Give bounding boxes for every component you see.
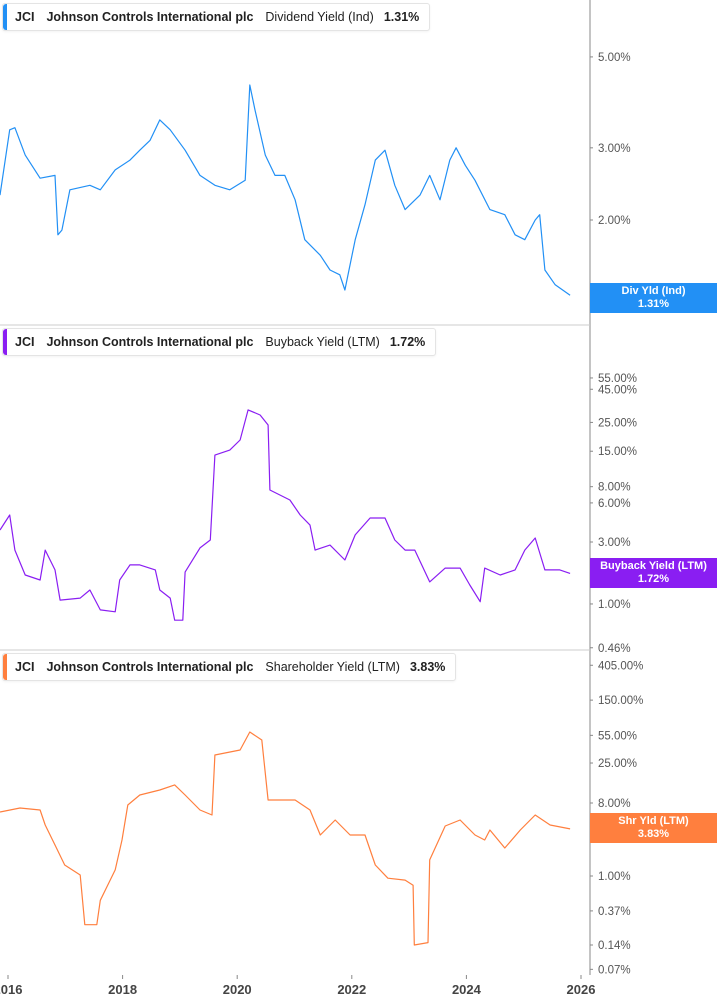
y-tick-label-shareholder: 0.14%	[598, 940, 631, 952]
ticker: JCI	[15, 335, 35, 349]
y-tick-label-shareholder: 1.00%	[598, 871, 631, 883]
y-tick-label-buyback: 1.00%	[598, 599, 631, 611]
x-tick-label: 2026	[567, 982, 596, 997]
metric-name: Shareholder Yield (LTM)	[265, 660, 400, 674]
y-tick-label-buyback: 45.00%	[598, 384, 637, 396]
metric-value: 3.83%	[409, 660, 446, 674]
y-tick-label-shareholder: 0.37%	[598, 906, 631, 918]
color-marker	[3, 654, 7, 680]
tag-value: 3.83%	[637, 828, 670, 840]
y-tick-label-shareholder: 150.00%	[598, 695, 643, 707]
tag-label: Shr Yld (LTM)	[618, 815, 689, 827]
ticker: JCI	[15, 10, 35, 24]
y-tick-label-dividend: 5.00%	[598, 52, 631, 64]
metric-value: 1.31%	[383, 10, 420, 24]
x-tick-label: 2022	[337, 982, 366, 997]
y-tick-label-buyback: 3.00%	[598, 537, 631, 549]
y-tick-label-shareholder: 8.00%	[598, 798, 631, 810]
series-line-shareholder	[0, 731, 571, 946]
tag-label: Div Yld (Ind)	[621, 285, 686, 297]
x-tick-label: 2024	[452, 982, 482, 997]
tag-label: Buyback Yield (LTM)	[600, 560, 707, 572]
metric-value: 1.72%	[389, 335, 426, 349]
ticker: JCI	[15, 660, 35, 674]
x-tick-label: 2018	[108, 982, 137, 997]
tag-value: 1.72%	[637, 573, 670, 585]
color-marker	[3, 329, 7, 355]
y-tick-label-shareholder: 25.00%	[598, 758, 637, 770]
y-tick-label-buyback: 6.00%	[598, 498, 631, 510]
y-tick-label-buyback: 55.00%	[598, 373, 637, 385]
last-value-tag-buyback: Buyback Yield (LTM) 1.72%	[590, 558, 717, 588]
last-value-tag-dividend: Div Yld (Ind) 1.31%	[590, 283, 717, 313]
x-tick-label: 2016	[0, 982, 22, 997]
y-tick-label-buyback: 25.00%	[598, 417, 637, 429]
series-line-dividend	[0, 84, 571, 296]
tag-value: 1.31%	[637, 298, 670, 310]
panel-header-buyback: JCI Johnson Controls International plc B…	[2, 328, 437, 356]
y-tick-label-shareholder: 55.00%	[598, 730, 637, 742]
x-tick-label: 2020	[223, 982, 252, 997]
company-name: Johnson Controls International plc	[46, 10, 254, 24]
y-tick-label-dividend: 3.00%	[598, 143, 631, 155]
y-tick-label-shareholder: 405.00%	[598, 660, 643, 672]
y-tick-label-dividend: 2.00%	[598, 215, 631, 227]
panel-header-shareholder: JCI Johnson Controls International plc S…	[2, 653, 457, 681]
y-tick-label-buyback: 15.00%	[598, 446, 637, 458]
company-name: Johnson Controls International plc	[46, 335, 254, 349]
y-tick-label-buyback: 8.00%	[598, 482, 631, 494]
metric-name: Buyback Yield (LTM)	[265, 335, 380, 349]
y-tick-label-buyback: 0.46%	[598, 643, 631, 655]
panel-header-dividend: JCI Johnson Controls International plc D…	[2, 3, 431, 31]
y-tick-label-shareholder: 0.07%	[598, 964, 631, 976]
company-name: Johnson Controls International plc	[46, 660, 254, 674]
last-value-tag-shareholder: Shr Yld (LTM) 3.83%	[590, 813, 717, 843]
metric-name: Dividend Yield (Ind)	[265, 10, 374, 24]
color-marker	[3, 4, 7, 30]
series-line-buyback	[0, 409, 571, 621]
